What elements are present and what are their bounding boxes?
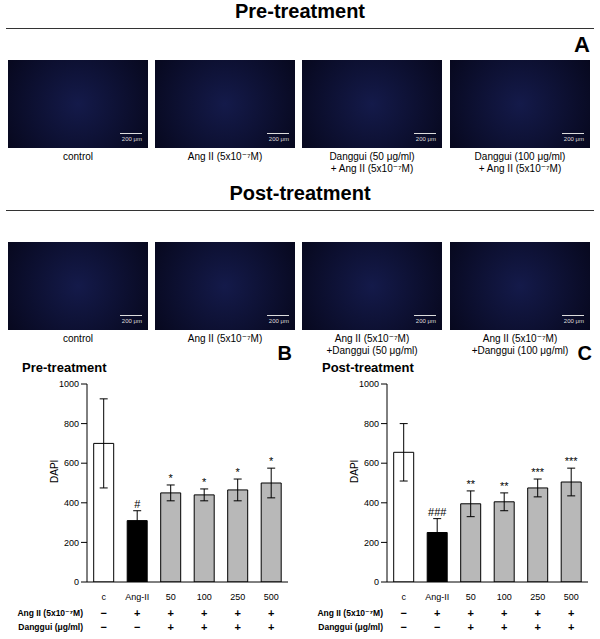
svg-text:−: − — [401, 621, 407, 633]
svg-text:Ang II (5x10⁻⁷M): Ang II (5x10⁻⁷M) — [317, 608, 383, 618]
html-text:Post-treatment: Post-treatment — [322, 360, 414, 375]
html-text:Ang II (5x10⁻⁷M): Ang II (5x10⁻⁷M) — [334, 333, 410, 344]
svg-text:Ang II (5x10⁻⁷M): Ang II (5x10⁻⁷M) — [17, 608, 83, 618]
svg-text:600: 600 — [64, 458, 79, 468]
svg-text:−: − — [434, 621, 440, 633]
svg-text:*: * — [169, 472, 174, 484]
svg-text:0: 0 — [374, 577, 379, 587]
svg-text:250: 250 — [530, 592, 545, 602]
svg-text:+: + — [168, 607, 174, 619]
html-text:+Danggui (50 μg/ml): +Danggui (50 μg/ml) — [326, 345, 418, 356]
svg-text:50: 50 — [166, 592, 176, 602]
svg-text:DAPI: DAPI — [49, 460, 60, 483]
html-text:control: control — [63, 151, 93, 162]
html-text:Ang II (5x10⁻⁷M): Ang II (5x10⁻⁷M) — [187, 151, 263, 162]
svg-text:−: − — [101, 607, 107, 619]
html-text:Ang II (5x10⁻⁷M): Ang II (5x10⁻⁷M) — [187, 333, 263, 344]
svg-text:−: − — [101, 621, 107, 633]
svg-text:+: + — [434, 607, 440, 619]
svg-text:800: 800 — [64, 419, 79, 429]
html-text:200 μm: 200 μm — [563, 136, 584, 142]
svg-text:250: 250 — [230, 592, 245, 602]
svg-text:*: * — [236, 466, 241, 478]
svg-text:c: c — [402, 592, 407, 602]
svg-text:Ang-II: Ang-II — [425, 592, 449, 602]
html-text:200 μm: 200 μm — [415, 318, 436, 324]
html-text:+Danggui (100 μg/ml): +Danggui (100 μg/ml) — [471, 345, 569, 356]
svg-text:1000: 1000 — [359, 379, 379, 389]
svg-text:+: + — [468, 621, 474, 633]
svg-text:100: 100 — [497, 592, 512, 602]
svg-text:***: *** — [531, 466, 545, 478]
svg-text:1000: 1000 — [59, 379, 79, 389]
svg-text:+: + — [501, 621, 507, 633]
html-text:Pre-treatment: Pre-treatment — [235, 0, 365, 22]
svg-text:−: − — [134, 621, 140, 633]
html-text:Ang II (5x10⁻⁷M): Ang II (5x10⁻⁷M) — [482, 333, 558, 344]
svg-text:0: 0 — [74, 577, 79, 587]
html-text:200 μm: 200 μm — [268, 318, 289, 324]
svg-text:#: # — [134, 498, 141, 510]
svg-text:200: 200 — [64, 538, 79, 548]
html-text:Post-treatment: Post-treatment — [229, 182, 371, 204]
html-text:B: B — [277, 342, 292, 364]
svg-text:*: * — [202, 476, 207, 488]
svg-text:100: 100 — [197, 592, 212, 602]
svg-text:−: − — [401, 607, 407, 619]
svg-text:+: + — [268, 607, 274, 619]
svg-text:+: + — [235, 607, 241, 619]
svg-text:###: ### — [428, 506, 447, 518]
svg-text:400: 400 — [64, 498, 79, 508]
html-text:200 μm: 200 μm — [415, 136, 436, 142]
html-text:Danggui (100 μg/ml): Danggui (100 μg/ml) — [474, 151, 566, 162]
svg-text:+: + — [235, 621, 241, 633]
svg-text:**: ** — [466, 478, 475, 490]
html-text:200 μm: 200 μm — [268, 136, 289, 142]
html-text:A: A — [574, 32, 590, 57]
svg-text:+: + — [134, 607, 140, 619]
svg-text:DAPI: DAPI — [349, 460, 360, 483]
svg-text:Danggui (μg/ml): Danggui (μg/ml) — [318, 622, 383, 632]
svg-text:+: + — [568, 621, 574, 633]
svg-text:+: + — [501, 607, 507, 619]
html-text:200 μm: 200 μm — [563, 318, 584, 324]
svg-text:200: 200 — [364, 538, 379, 548]
html-text:C: C — [577, 342, 592, 364]
svg-text:+: + — [535, 607, 541, 619]
html-text:200 μm: 200 μm — [121, 318, 142, 324]
svg-text:500: 500 — [564, 592, 579, 602]
svg-text:***: *** — [565, 455, 579, 467]
svg-text:**: ** — [500, 480, 509, 492]
svg-text:500: 500 — [264, 592, 279, 602]
svg-text:+: + — [468, 607, 474, 619]
svg-text:400: 400 — [364, 498, 379, 508]
html-text:Pre-treatment: Pre-treatment — [22, 360, 107, 375]
svg-text:+: + — [168, 621, 174, 633]
svg-text:600: 600 — [364, 458, 379, 468]
svg-text:+: + — [568, 607, 574, 619]
svg-text:Danggui (μg/ml): Danggui (μg/ml) — [18, 622, 83, 632]
html-text:Danggui (50 μg/ml): Danggui (50 μg/ml) — [329, 151, 415, 162]
svg-text:800: 800 — [364, 419, 379, 429]
svg-text:+: + — [201, 621, 207, 633]
html-text:200 μm: 200 μm — [121, 136, 142, 142]
svg-text:+: + — [535, 621, 541, 633]
svg-text:+: + — [201, 607, 207, 619]
html-text:control: control — [63, 333, 93, 344]
html-text:+ Ang II (5x10⁻⁷M): + Ang II (5x10⁻⁷M) — [330, 163, 414, 174]
svg-text:*: * — [269, 455, 274, 467]
svg-text:c: c — [102, 592, 107, 602]
svg-text:+: + — [268, 621, 274, 633]
html-text:+ Ang II (5x10⁻⁷M): + Ang II (5x10⁻⁷M) — [478, 163, 562, 174]
svg-text:50: 50 — [466, 592, 476, 602]
svg-text:Ang-II: Ang-II — [125, 592, 149, 602]
